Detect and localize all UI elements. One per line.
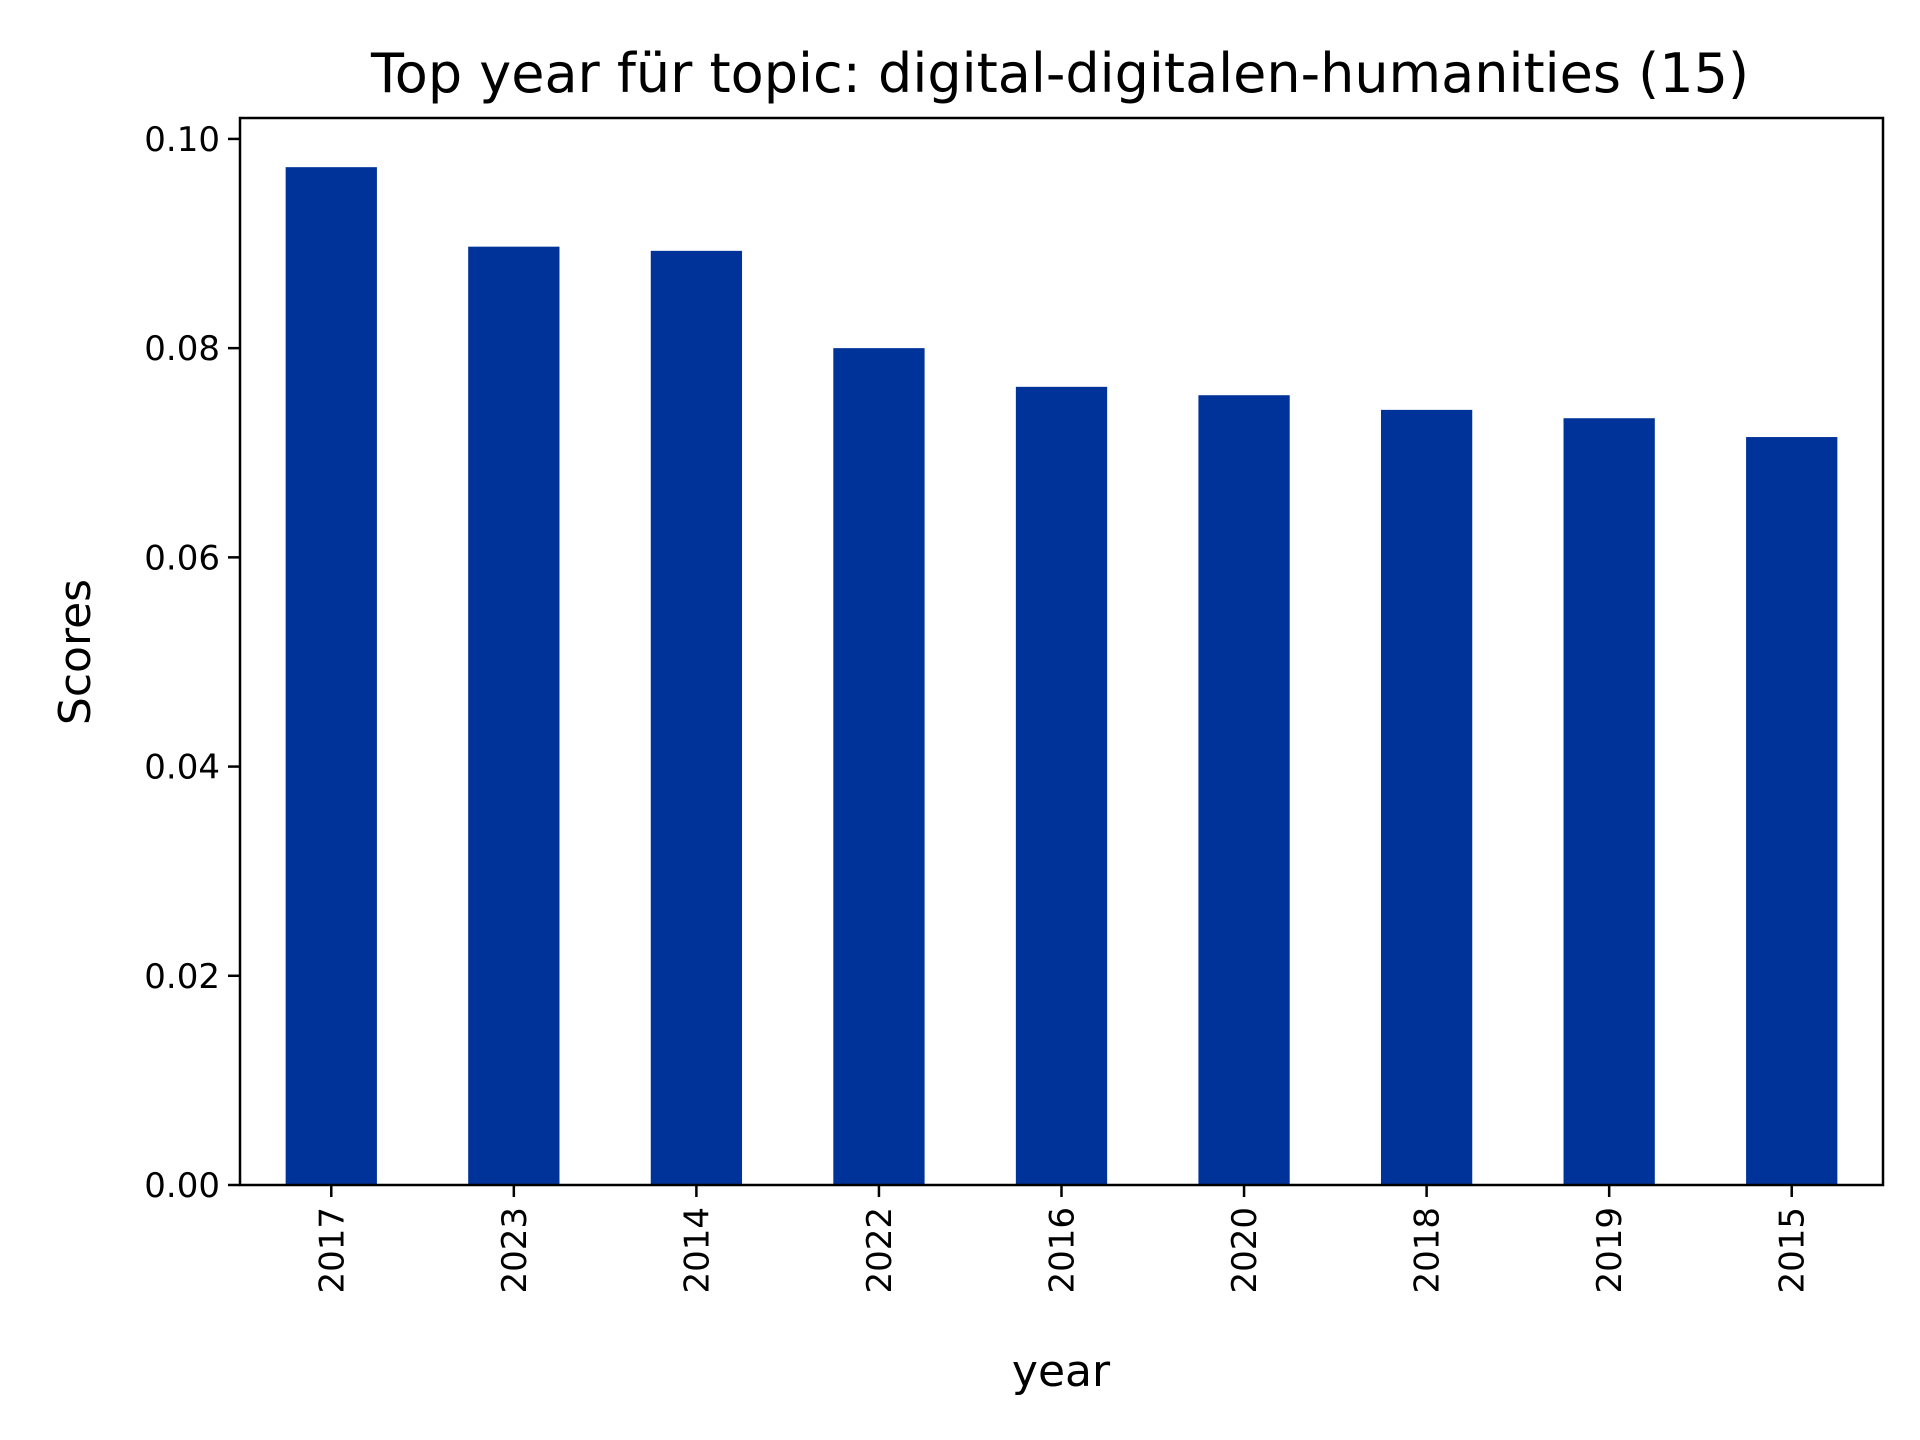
- bar-2022: [833, 348, 925, 1185]
- y-axis-label: Scores: [50, 579, 101, 725]
- x-tick-label-2023: 2023: [495, 1207, 535, 1294]
- x-axis: 2017 2023 2014 2022 2016 2020 2018 2019 2015: [312, 1185, 1813, 1294]
- x-tick-label-2016: 2016: [1043, 1207, 1083, 1294]
- bar-2020: [1198, 395, 1290, 1186]
- bar-2018: [1380, 409, 1473, 1185]
- x-axis-label: year: [1012, 1346, 1111, 1397]
- x-tick-label-2018: 2018: [1408, 1207, 1448, 1294]
- bar-2017: [285, 167, 377, 1186]
- y-tick-label-4: 0.08: [144, 329, 220, 369]
- y-tick-label-0: 0.00: [144, 1166, 220, 1206]
- y-tick-label-3: 0.06: [144, 538, 220, 578]
- x-tick-label-2019: 2019: [1590, 1207, 1630, 1294]
- y-tick-label-5: 0.10: [144, 120, 220, 160]
- bars-layer: [285, 167, 1838, 1186]
- y-tick-label-2: 0.04: [144, 748, 220, 788]
- x-tick-label-2020: 2020: [1225, 1207, 1265, 1294]
- x-tick-label-2022: 2022: [860, 1207, 900, 1294]
- bar-2019: [1563, 418, 1655, 1186]
- bar-2016: [1015, 386, 1108, 1186]
- y-axis: 0.00 0.02 0.04 0.06 0.08 0.10: [144, 120, 240, 1206]
- bar-2023: [468, 246, 560, 1186]
- x-tick-label-2017: 2017: [312, 1207, 352, 1294]
- plot-frame: [238, 116, 1885, 1187]
- y-tick-label-1: 0.02: [144, 957, 220, 997]
- x-tick-label-2014: 2014: [677, 1207, 717, 1294]
- bar-2015: [1746, 437, 1838, 1185]
- x-tick-label-2015: 2015: [1773, 1207, 1813, 1294]
- chart-title: Top year für topic: digital-digitalen-hu…: [370, 42, 1749, 105]
- bar-2014: [650, 250, 743, 1186]
